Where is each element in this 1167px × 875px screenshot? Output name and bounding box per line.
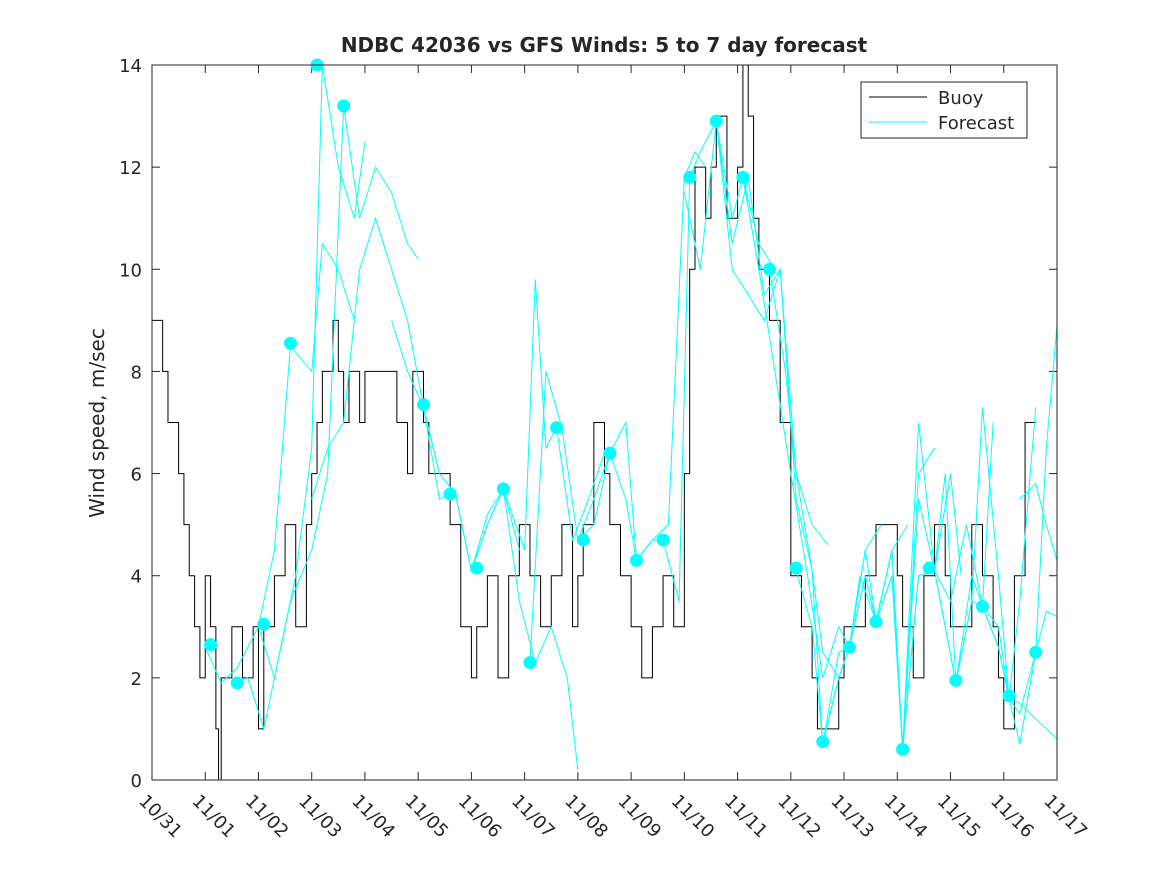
y-tick-labels: 0 2 4 6 8 10 12 14: [119, 56, 142, 792]
forecast-marker: [656, 533, 670, 547]
forecast-marker: [816, 735, 830, 749]
forecast-line: [529, 371, 653, 663]
forecast-marker: [683, 170, 697, 184]
forecast-marker: [576, 533, 590, 547]
forecast-marker: [496, 482, 510, 496]
forecast-marker: [922, 561, 936, 575]
legend: Buoy Forecast: [860, 81, 1028, 139]
forecast-marker: [709, 114, 723, 128]
forecast-marker: [417, 398, 430, 412]
forecast-line: [715, 121, 850, 680]
forecast-marker: [443, 487, 457, 501]
forecast-marker: [550, 421, 564, 435]
forecast-markers: [204, 58, 1043, 756]
forecast-marker: [975, 599, 989, 613]
forecast-marker: [204, 638, 218, 652]
forecast-line: [470, 279, 605, 571]
forecast-marker: [896, 742, 910, 756]
y-tick-label: 6: [131, 465, 142, 486]
forecast-marker: [230, 676, 244, 690]
forecast-line: [231, 64, 366, 731]
plot-frame: [151, 64, 1058, 781]
forecast-line: [875, 473, 1010, 750]
y-tick-label: 12: [119, 158, 142, 179]
y-tick-label: 10: [119, 260, 142, 281]
y-tick-label: 2: [131, 669, 142, 690]
forecast-marker: [842, 640, 856, 654]
forecast-marker: [869, 615, 883, 629]
forecast-marker: [470, 561, 484, 575]
forecast-line: [848, 422, 994, 750]
forecast-marker: [337, 99, 351, 113]
forecast-line: [982, 606, 1058, 745]
forecast-marker: [629, 553, 643, 567]
chart-title: NDBC 42036 vs GFS Winds: 5 to 7 day fore…: [341, 33, 868, 57]
forecast-line: [204, 242, 355, 684]
forecast-marker: [1029, 645, 1043, 659]
y-tick-label: 8: [131, 362, 142, 383]
forecast-marker: [283, 336, 297, 350]
y-tick-label: 14: [119, 56, 142, 77]
y-tick-label: 4: [131, 567, 142, 588]
forecast-marker: [257, 617, 271, 631]
y-tick-label: 0: [131, 771, 142, 792]
y-axis-label: Wind speed, m/sec: [85, 328, 109, 518]
buoy-series: [152, 64, 1036, 781]
legend-forecast-label: Forecast: [938, 113, 1014, 134]
forecast-marker: [949, 673, 963, 687]
forecast-marker: [789, 561, 803, 575]
forecast-line: [1019, 482, 1058, 561]
legend-box: [860, 81, 1028, 139]
forecast-marker: [603, 446, 617, 460]
forecast-marker: [523, 656, 537, 670]
forecast-line: [795, 447, 935, 750]
forecast-marker: [1002, 689, 1016, 703]
buoy-line: [152, 64, 1036, 781]
legend-buoy-label: Buoy: [938, 88, 984, 109]
forecast-line: [683, 121, 829, 546]
forecast-marker: [763, 262, 777, 276]
forecast-marker: [736, 170, 750, 184]
forecast-line: [1008, 697, 1058, 740]
